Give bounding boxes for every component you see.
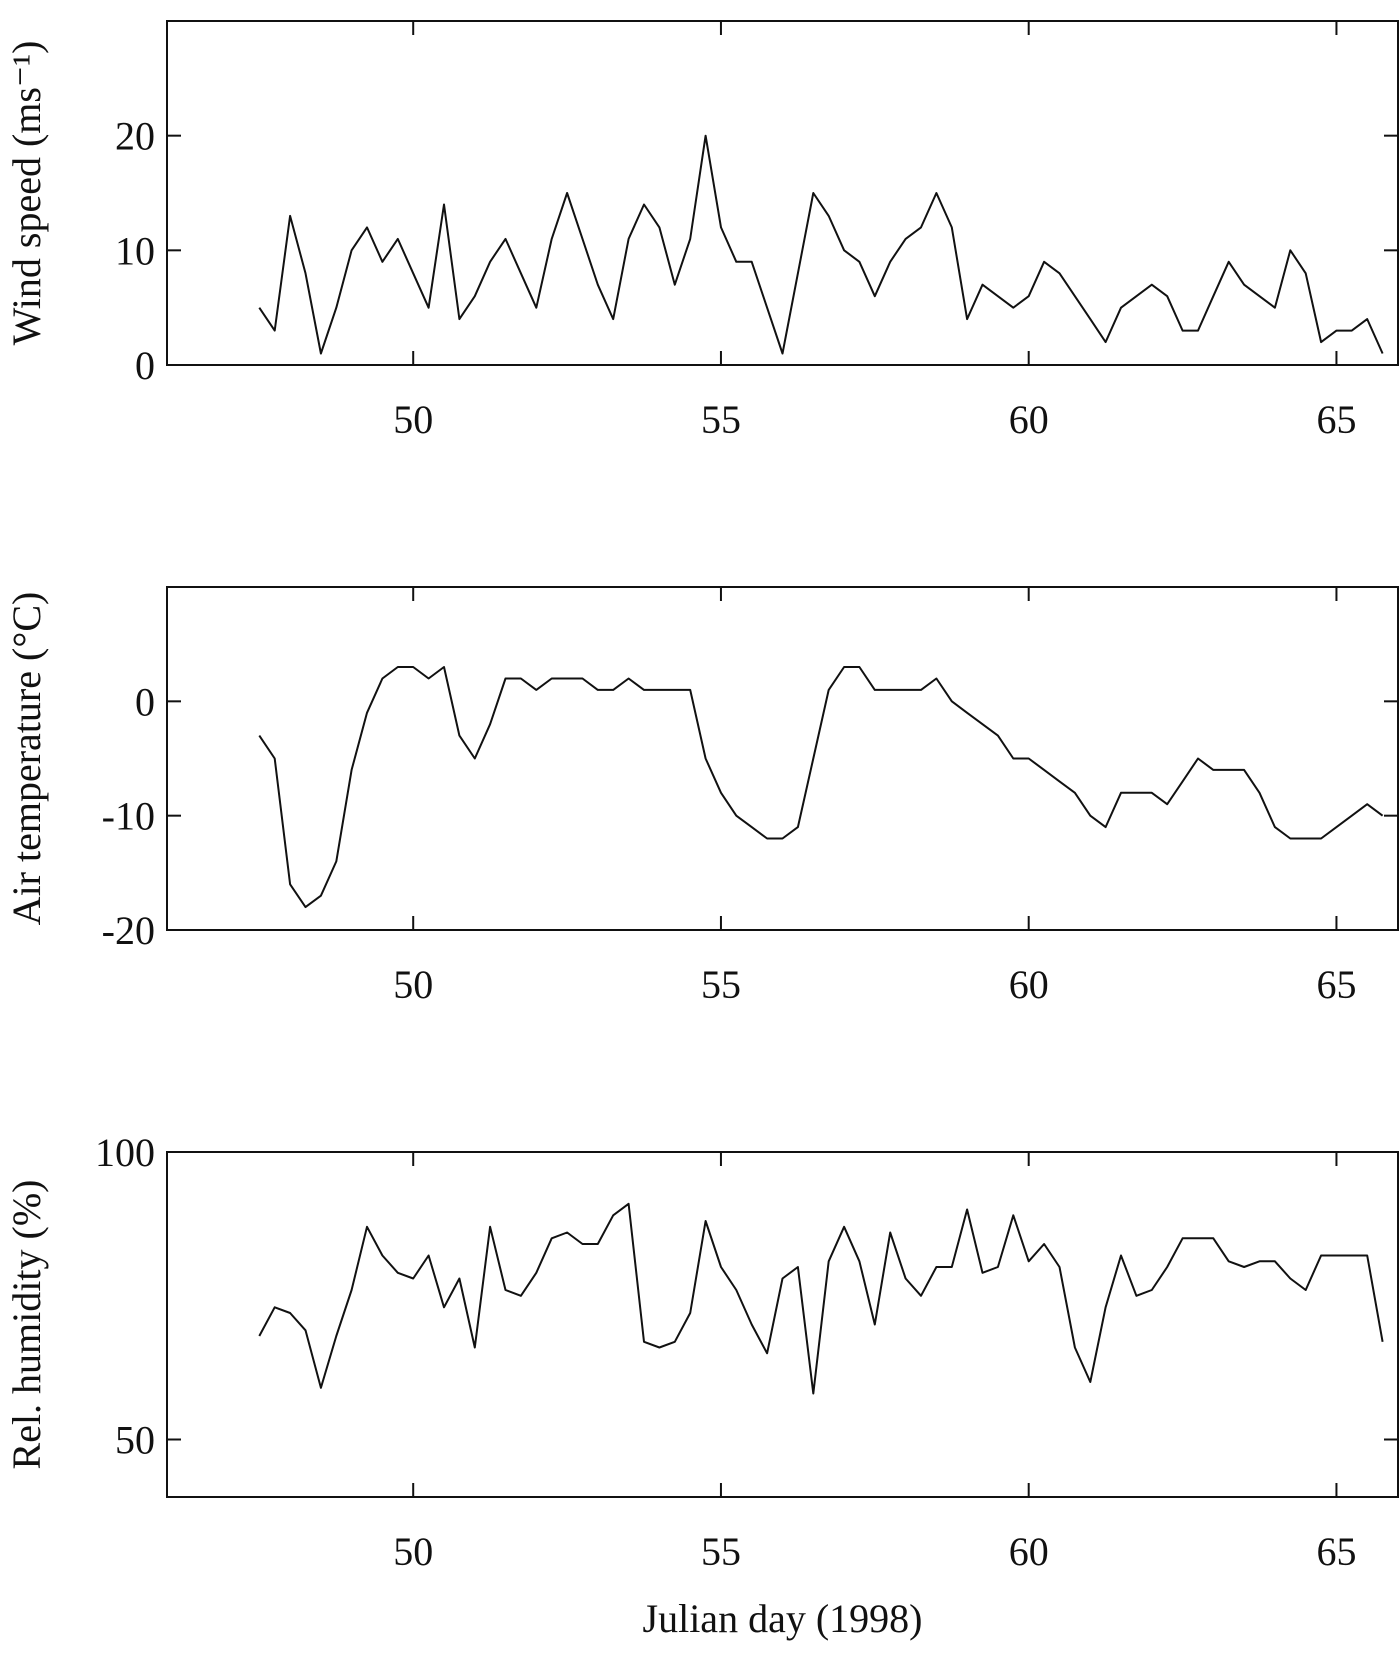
x-axis-label: Julian day (1998) — [643, 1596, 923, 1641]
x-tick-label: 55 — [701, 1529, 741, 1574]
x-tick-label: 50 — [393, 1529, 433, 1574]
y-tick-label: 10 — [115, 228, 155, 273]
y-tick-label: 100 — [95, 1130, 155, 1175]
y-axis-label: Rel. humidity (%) — [4, 1180, 49, 1470]
y-tick-label: -20 — [102, 908, 155, 953]
x-tick-label: 60 — [1009, 1529, 1049, 1574]
data-line — [258, 666, 1384, 909]
y-axis-label: Air temperature (°C) — [4, 592, 49, 926]
x-tick-label: 65 — [1316, 1529, 1356, 1574]
data-line — [258, 1202, 1384, 1395]
y-tick-label: 0 — [135, 679, 155, 724]
y-tick-label: 0 — [135, 343, 155, 388]
x-tick-label: 55 — [701, 962, 741, 1007]
y-tick-label: -10 — [102, 794, 155, 839]
x-tick-label: 60 — [1009, 962, 1049, 1007]
data-line — [258, 134, 1384, 355]
x-tick-label: 50 — [393, 962, 433, 1007]
y-axis-label: Wind speed (ms⁻¹) — [4, 41, 49, 346]
plot-frame — [166, 586, 1399, 931]
x-tick-label: 55 — [701, 397, 741, 442]
y-tick-label: 50 — [115, 1418, 155, 1463]
y-tick-label: 20 — [115, 114, 155, 159]
x-tick-label: 65 — [1316, 397, 1356, 442]
x-tick-label: 50 — [393, 397, 433, 442]
x-tick-label: 65 — [1316, 962, 1356, 1007]
x-tick-label: 60 — [1009, 397, 1049, 442]
plot-frame — [166, 1151, 1399, 1498]
plot-frame — [166, 20, 1399, 366]
